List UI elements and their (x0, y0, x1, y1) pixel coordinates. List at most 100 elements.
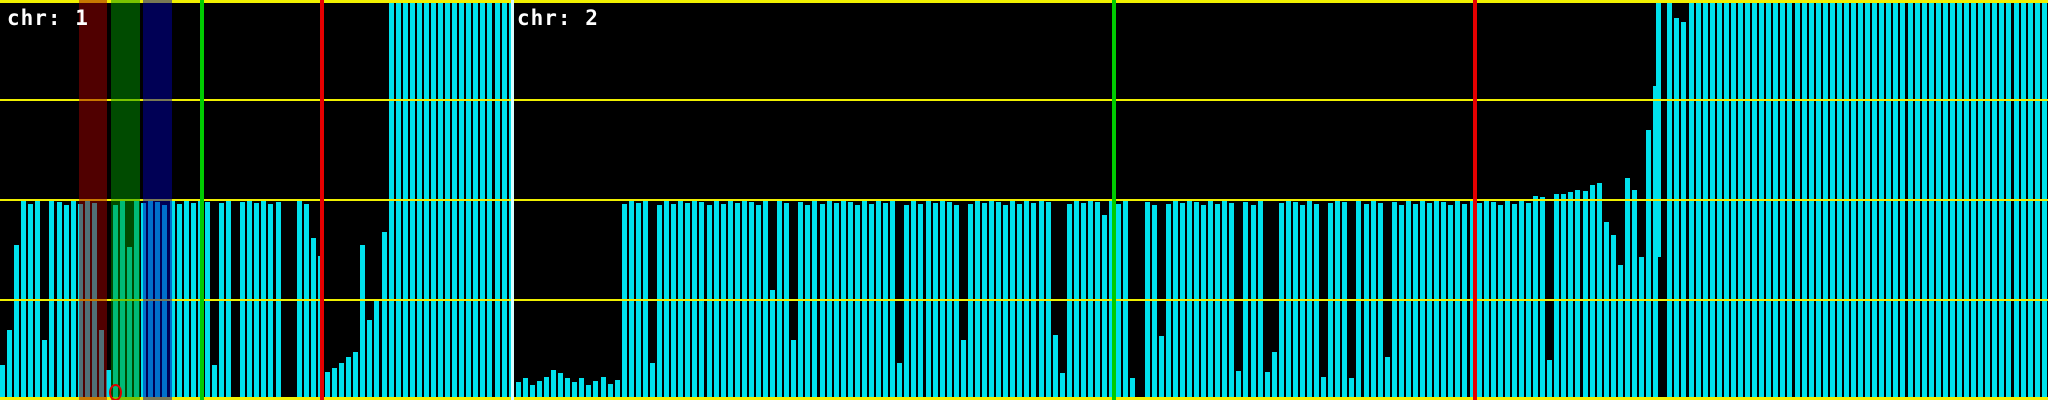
bar (1378, 203, 1383, 400)
bar (558, 373, 563, 400)
bar (615, 380, 620, 400)
bar (1060, 373, 1065, 400)
bar (1364, 204, 1369, 400)
bar (1540, 197, 1545, 400)
bar (1477, 203, 1482, 400)
bar (622, 204, 627, 400)
bar (516, 382, 521, 400)
bar (1053, 335, 1058, 400)
bar (1180, 203, 1185, 400)
bar (1441, 202, 1446, 400)
bar (1590, 185, 1595, 400)
bar (1385, 357, 1390, 400)
bar (1674, 18, 1679, 400)
bar (367, 320, 372, 400)
bar (1681, 22, 1686, 400)
bar (1236, 371, 1241, 400)
bar (1526, 203, 1531, 400)
bar (1632, 190, 1637, 400)
bar (1017, 204, 1022, 400)
chromosome-2-label: chr: 2 (517, 6, 599, 30)
bar (537, 381, 542, 400)
bar (1159, 336, 1164, 400)
bar (1583, 191, 1588, 400)
bar (1611, 235, 1616, 400)
bar (346, 357, 351, 400)
bar (579, 378, 584, 400)
bar (636, 203, 641, 400)
bar (805, 205, 810, 400)
bar (961, 340, 966, 400)
bar (42, 340, 47, 400)
bar (657, 205, 662, 400)
green-line-1-vline (200, 0, 204, 400)
bar (1427, 203, 1432, 400)
bar (1215, 204, 1220, 400)
bar (14, 245, 19, 400)
bar (671, 204, 676, 400)
bar (1265, 372, 1270, 400)
bar (1625, 178, 1630, 400)
bar (1328, 203, 1333, 400)
y-gridline (0, 0, 2048, 3)
bar (1046, 202, 1051, 400)
bar (947, 202, 952, 400)
y-gridline (0, 397, 2048, 400)
bar (933, 203, 938, 400)
bar (1251, 205, 1256, 400)
bar (650, 363, 655, 400)
navy-band (143, 0, 172, 400)
bar (1145, 202, 1150, 400)
bar (304, 204, 309, 400)
bar (1031, 203, 1036, 400)
bar (1462, 204, 1467, 400)
bar (572, 382, 577, 400)
y-gridline (0, 299, 2048, 301)
bar (749, 202, 754, 400)
bar (1342, 202, 1347, 400)
bar (28, 204, 33, 400)
bar (212, 365, 217, 400)
red-line-1-vline (320, 0, 324, 400)
bar (1321, 377, 1326, 400)
bar (954, 205, 959, 400)
bar (721, 204, 726, 400)
green-band (111, 0, 140, 400)
bar (205, 202, 210, 400)
bar (1272, 352, 1277, 400)
bar (1201, 205, 1206, 400)
bar (756, 205, 761, 400)
bar (374, 300, 379, 400)
bar (360, 245, 365, 400)
bar (798, 202, 803, 400)
y-gridline (0, 199, 2048, 201)
bar (565, 378, 570, 400)
bar (1491, 202, 1496, 400)
dark-red-band (79, 0, 107, 400)
bar (1653, 86, 1658, 400)
bar (791, 340, 796, 400)
bar (1081, 203, 1086, 400)
bar (1243, 202, 1248, 400)
bar (1547, 360, 1552, 400)
bar (883, 203, 888, 400)
bar (1413, 204, 1418, 400)
bar (1095, 202, 1100, 400)
bar (332, 368, 337, 400)
bar (1448, 205, 1453, 400)
bar (1152, 205, 1157, 400)
bar (1279, 203, 1284, 400)
bar (1229, 203, 1234, 400)
bar (219, 203, 224, 400)
bar (1568, 192, 1573, 400)
bar (586, 385, 591, 400)
bar (1561, 194, 1566, 400)
bar (593, 381, 598, 400)
y-gridline (0, 99, 2048, 101)
red-line-2-vline (1473, 0, 1477, 400)
bar (191, 203, 196, 400)
bar (240, 202, 245, 400)
bar (523, 378, 528, 400)
bar (7, 330, 12, 400)
